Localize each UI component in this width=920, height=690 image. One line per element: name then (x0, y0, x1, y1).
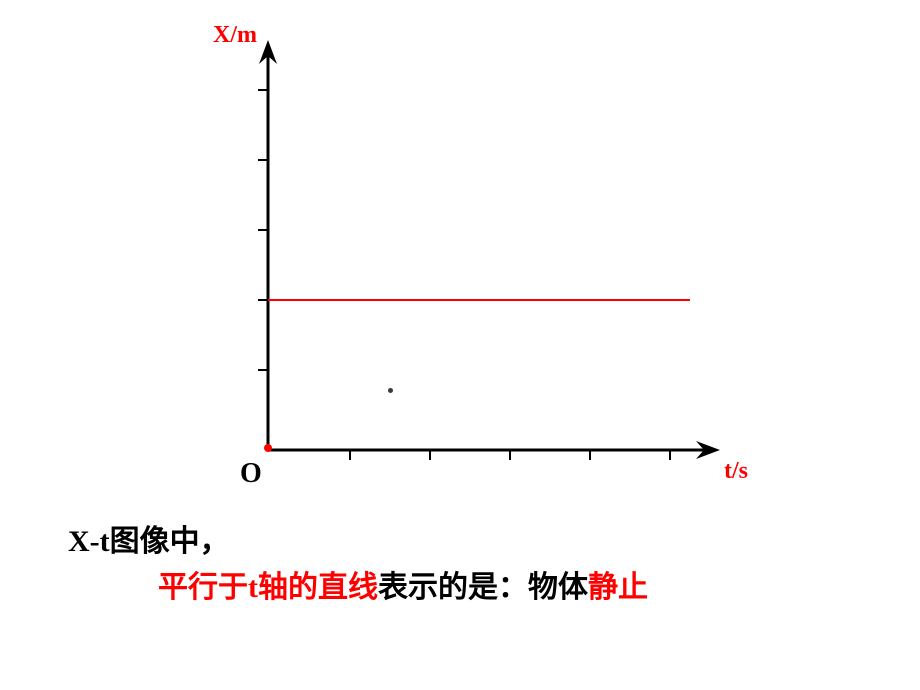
center-placeholder-dot (388, 388, 393, 393)
caption-line-1: X-t图像中， (68, 516, 230, 560)
y-axis-label: X/m (213, 22, 257, 49)
origin-label: O (240, 458, 262, 490)
chart-container: X/m t/s O X-t图像中， 平行于t轴的直线表示的是：物体静止 (0, 0, 920, 690)
caption-line-2: 平行于t轴的直线表示的是：物体静止 (158, 562, 648, 606)
x-axis-label: t/s (724, 458, 748, 485)
origin-dot (264, 444, 272, 452)
